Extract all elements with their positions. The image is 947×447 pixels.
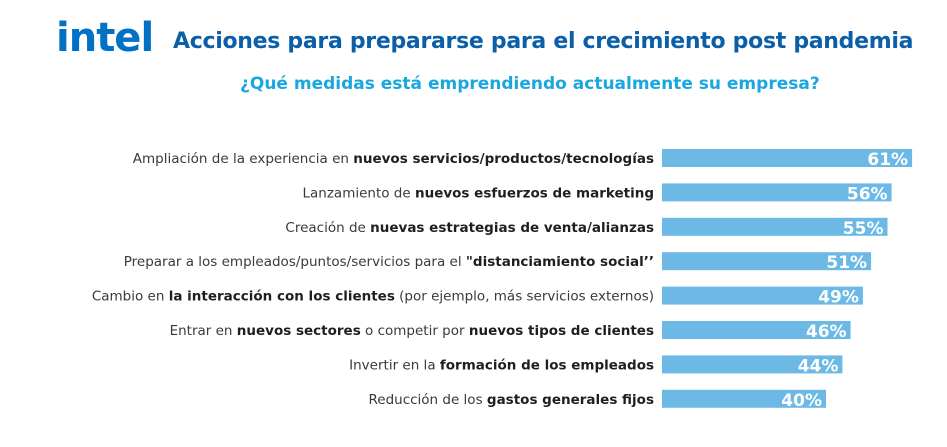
category-label-part: formación de los empleados (440, 357, 654, 373)
category-label: Entrar en nuevos sectores o competir por… (170, 323, 654, 339)
category-label-part: Reducción de los (368, 392, 486, 408)
category-label-part: la interacción con los clientes (169, 289, 395, 305)
value-label: 61% (867, 150, 908, 170)
bar (662, 217, 888, 236)
value-label: 55% (843, 219, 884, 239)
category-label: Lanzamiento de nuevos esfuerzos de marke… (302, 185, 654, 201)
chart-subtitle: ¿Qué medidas está emprendiendo actualmen… (240, 74, 820, 94)
category-label-part: Lanzamiento de (302, 185, 414, 201)
value-label: 40% (781, 391, 822, 411)
category-label: Creación de nuevas estrategias de venta/… (285, 220, 654, 236)
value-label: 46% (806, 322, 847, 342)
category-label-part: Invertir en la (349, 357, 440, 373)
category-label-part: nuevos tipos de clientes (469, 323, 654, 339)
value-label: 51% (826, 253, 867, 273)
category-label: Preparar a los empleados/puntos/servicio… (124, 254, 654, 270)
value-label: 56% (847, 184, 888, 204)
category-label: Invertir en la formación de los empleado… (349, 357, 654, 373)
category-label-part: Entrar en (170, 323, 237, 339)
category-label-part: Creación de (285, 220, 370, 236)
category-label-part: nuevos servicios/productos/tecnologías (353, 151, 654, 167)
intel-logo: intel (56, 15, 154, 61)
category-label-part: o competir por (361, 323, 469, 339)
bar (662, 149, 913, 167)
bar (662, 321, 851, 339)
category-label: Reducción de los gastos generales fijos (368, 392, 654, 408)
category-label-part: Cambio en (92, 289, 169, 305)
chart-title: Acciones para prepararse para el crecimi… (173, 29, 914, 54)
bar (662, 252, 872, 271)
category-label-part: gastos generales fijos (487, 392, 654, 408)
category-label-part: nuevos esfuerzos de marketing (415, 185, 654, 201)
value-label: 44% (798, 356, 839, 376)
category-label-part: Ampliación de la experiencia en (133, 151, 353, 167)
category-label-part: nuevos sectores (237, 323, 361, 339)
bar (662, 355, 843, 374)
category-label-part: Preparar a los empleados/puntos/servicio… (124, 254, 466, 270)
trademark-icon (145, 44, 151, 50)
category-label-part: nuevas estrategias de venta/alianzas (370, 220, 654, 236)
bar (662, 286, 863, 305)
bar (662, 389, 826, 408)
category-label: Cambio en la interacción con los cliente… (92, 289, 654, 305)
category-label-part: (por ejemplo, más servicios externos) (395, 289, 654, 305)
category-label-part: "distanciamiento social’’ (466, 254, 654, 270)
bar (662, 183, 892, 202)
value-label: 49% (818, 288, 859, 308)
category-label: Ampliación de la experiencia en nuevos s… (133, 151, 654, 167)
